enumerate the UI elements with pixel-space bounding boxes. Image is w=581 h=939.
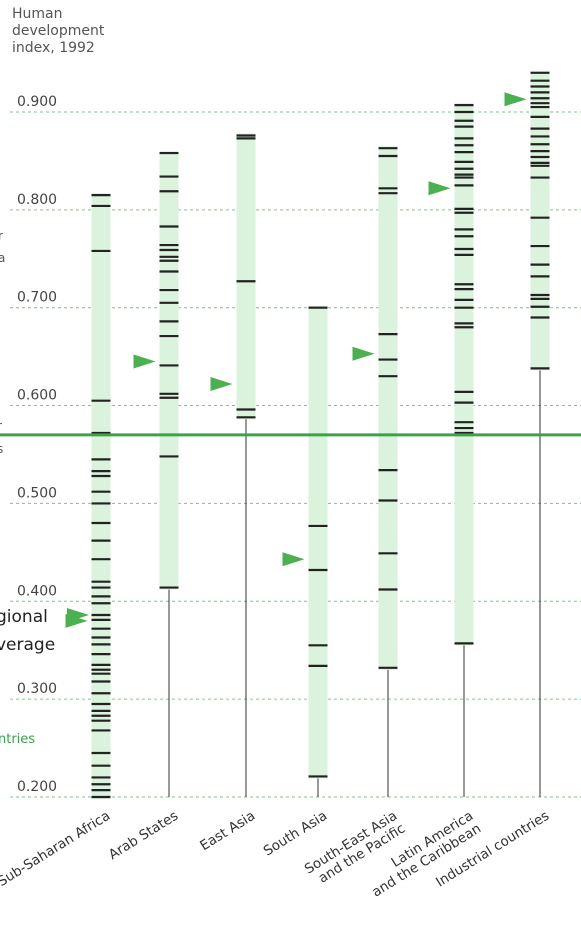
regional-average-label-1: gional xyxy=(0,607,48,627)
category-strip xyxy=(308,305,328,779)
y-tick-label: 0.600 xyxy=(17,388,57,404)
y-tick-label: 0.300 xyxy=(17,681,57,697)
category-strip xyxy=(91,193,111,799)
regional-average-marker xyxy=(428,181,451,196)
y-tick-label: 0.200 xyxy=(17,779,57,795)
regional-average-marker xyxy=(352,346,375,361)
y-axis-title: Human development index, 1992 xyxy=(12,6,142,57)
strip-layer xyxy=(91,70,550,799)
y-axis-title-line-2: development xyxy=(12,23,105,39)
category-label-line: East Asia xyxy=(197,808,258,854)
category-label-line: Sub-Saharan Africa xyxy=(0,808,113,890)
y-tick-label: 0.800 xyxy=(17,192,57,208)
stem-layer xyxy=(168,368,541,797)
legend-average-marker xyxy=(67,608,89,622)
category-strip xyxy=(378,146,398,670)
regional-average-marker xyxy=(282,552,305,567)
average-marker-layer xyxy=(65,92,527,628)
category-strip xyxy=(454,103,474,646)
y-tick-label: 0.500 xyxy=(17,485,57,501)
fragment-upper-1: r xyxy=(0,229,3,243)
y-axis-title-line-3: index, 1992 xyxy=(12,40,95,56)
category-label: Sub-Saharan Africa xyxy=(0,808,113,890)
category-label: Arab States xyxy=(106,808,181,863)
fragment-ref-1: r xyxy=(0,419,2,433)
fragment-upper-2: a xyxy=(0,251,5,265)
category-label-line: Arab States xyxy=(106,808,181,863)
category-label: East Asia xyxy=(197,808,258,854)
category-strip xyxy=(159,151,179,590)
regional-average-marker xyxy=(504,92,527,107)
regional-average-marker xyxy=(133,354,156,369)
category-strip xyxy=(530,70,550,371)
category-strip xyxy=(236,133,256,420)
y-tick-label: 0.400 xyxy=(17,583,57,599)
regional-average-label-2: verage xyxy=(0,635,55,655)
regional-average-marker xyxy=(210,377,233,392)
y-tick-label: 0.900 xyxy=(17,94,57,110)
green-fragment-label: ntries xyxy=(0,732,35,747)
grid-layer: 0.900 0.800 0.700 0.600 0.500 0.400 0.300 0.200 xyxy=(10,94,581,798)
y-tick-label: 0.700 xyxy=(17,290,57,306)
fragment-ref-2: s xyxy=(0,442,3,456)
y-axis-title-line-1: Human xyxy=(12,6,63,22)
